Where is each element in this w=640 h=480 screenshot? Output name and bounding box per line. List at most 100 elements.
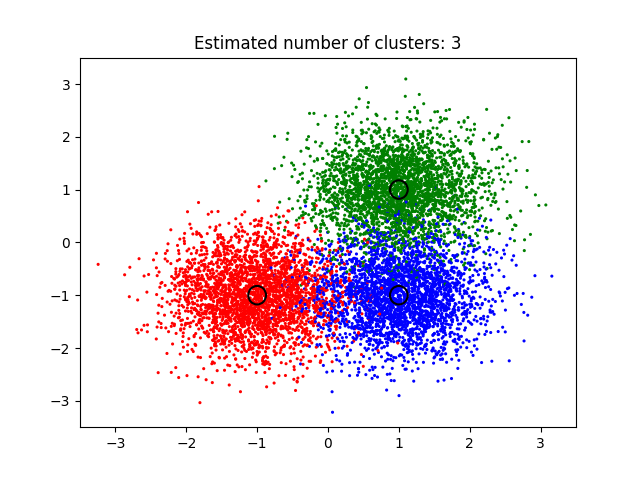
Point [349, 176, 360, 184]
Point [292, 278, 302, 286]
Point [404, 201, 415, 209]
Point [239, 315, 250, 323]
Point [415, 315, 425, 323]
Point [312, 276, 323, 283]
Point [280, 303, 290, 311]
Point [353, 365, 364, 372]
Point [371, 299, 381, 307]
Point [266, 287, 276, 295]
Point [438, 198, 448, 206]
Point [278, 310, 289, 317]
Point [394, 272, 404, 279]
Point [365, 264, 375, 272]
Point [291, 274, 301, 281]
Point [498, 163, 508, 171]
Point [356, 119, 367, 126]
Point [346, 288, 356, 296]
Point [396, 226, 406, 233]
Point [210, 305, 220, 312]
Point [351, 250, 362, 258]
Point [416, 248, 426, 256]
Point [196, 233, 207, 240]
Point [481, 180, 492, 188]
Point [200, 301, 211, 309]
Point [227, 242, 237, 250]
Point [445, 128, 455, 135]
Point [316, 284, 326, 292]
Point [445, 297, 456, 304]
Point [257, 239, 268, 246]
Point [221, 312, 231, 319]
Point [287, 287, 297, 295]
Point [386, 204, 396, 212]
Point [243, 297, 253, 304]
Point [239, 302, 250, 310]
Point [334, 235, 344, 243]
Point [151, 335, 161, 343]
Point [393, 153, 403, 160]
Point [302, 192, 312, 200]
Point [362, 193, 372, 201]
Point [479, 263, 489, 271]
Point [389, 245, 399, 253]
Point [420, 159, 431, 167]
Point [390, 306, 400, 314]
Point [403, 134, 413, 142]
Point [252, 294, 262, 302]
Point [428, 152, 438, 160]
Point [330, 302, 340, 310]
Point [364, 269, 374, 276]
Point [399, 205, 410, 213]
Point [373, 308, 383, 316]
Point [418, 330, 428, 338]
Point [429, 217, 440, 225]
Point [369, 242, 380, 250]
Point [310, 274, 321, 281]
Point [387, 296, 397, 303]
Point [403, 251, 413, 259]
Point [396, 283, 406, 291]
Point [342, 139, 352, 147]
Point [307, 258, 317, 266]
Point [428, 323, 438, 330]
Point [360, 305, 371, 313]
Point [415, 131, 426, 138]
Point [459, 174, 469, 182]
Point [301, 269, 312, 276]
Point [402, 266, 412, 274]
Point [355, 208, 365, 216]
Point [283, 264, 293, 271]
Point [301, 317, 312, 325]
Point [368, 304, 378, 312]
Point [379, 310, 389, 318]
Point [456, 198, 467, 205]
Point [450, 199, 460, 207]
Point [442, 267, 452, 275]
Point [243, 299, 253, 307]
Point [376, 328, 386, 336]
Point [259, 353, 269, 360]
Point [391, 234, 401, 241]
Point [406, 179, 416, 186]
Point [228, 302, 239, 310]
Point [269, 312, 279, 320]
Point [246, 255, 257, 263]
Point [240, 366, 250, 373]
Point [250, 311, 260, 318]
Point [407, 199, 417, 206]
Point [252, 252, 262, 260]
Point [182, 287, 192, 294]
Point [282, 253, 292, 261]
Point [259, 319, 269, 327]
Point [393, 263, 403, 270]
Point [401, 308, 412, 315]
Point [250, 295, 260, 302]
Point [414, 334, 424, 342]
Point [264, 334, 274, 341]
Point [310, 269, 320, 277]
Point [340, 192, 351, 199]
Point [360, 298, 371, 305]
Point [243, 288, 253, 295]
Point [426, 275, 436, 282]
Point [277, 270, 287, 277]
